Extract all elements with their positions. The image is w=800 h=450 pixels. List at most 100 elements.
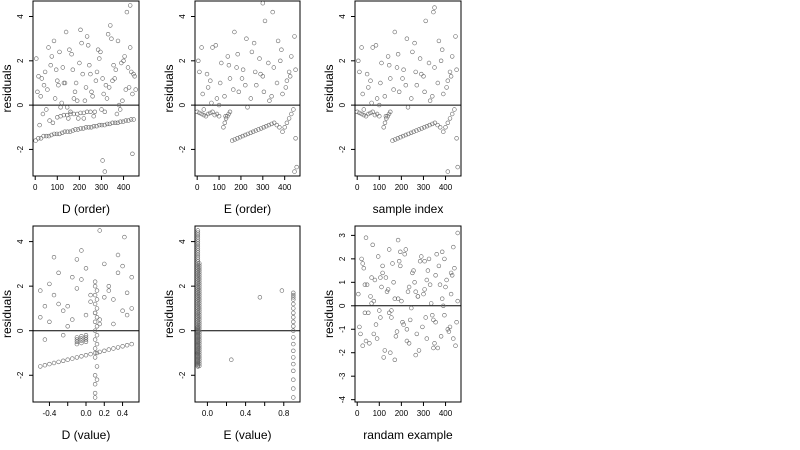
data-point xyxy=(429,301,434,306)
data-point xyxy=(94,315,100,320)
data-point xyxy=(385,287,391,292)
data-point xyxy=(286,69,292,75)
y-tick-label: 0 xyxy=(16,328,25,333)
data-point xyxy=(413,352,418,358)
data-point xyxy=(126,118,131,123)
data-point xyxy=(61,112,67,118)
data-point xyxy=(87,62,92,68)
data-point xyxy=(364,71,370,77)
data-point xyxy=(392,357,397,362)
data-point xyxy=(47,281,52,287)
data-point xyxy=(97,317,102,322)
y-axis-label: residuals xyxy=(322,290,336,338)
data-point xyxy=(401,67,406,72)
data-point xyxy=(412,40,417,46)
data-point xyxy=(391,87,396,92)
data-point xyxy=(197,321,202,326)
data-point xyxy=(71,111,77,117)
data-point xyxy=(279,47,284,52)
data-point xyxy=(412,280,417,285)
data-point xyxy=(380,270,385,276)
points xyxy=(356,230,460,362)
data-point xyxy=(116,102,122,108)
data-point xyxy=(197,319,202,324)
data-point xyxy=(128,3,133,8)
data-point xyxy=(74,257,80,262)
data-point xyxy=(92,284,98,289)
data-point xyxy=(427,98,433,103)
data-point xyxy=(102,169,108,174)
data-point xyxy=(403,82,408,88)
data-point xyxy=(195,109,200,115)
data-point xyxy=(414,128,419,133)
data-point xyxy=(124,9,130,15)
data-point xyxy=(80,71,85,77)
data-point xyxy=(214,111,220,117)
data-point xyxy=(42,304,48,309)
x-tick-label: 300 xyxy=(417,409,431,418)
data-point xyxy=(210,109,215,115)
data-point xyxy=(443,284,448,290)
data-point xyxy=(431,317,436,323)
data-point xyxy=(197,363,202,369)
data-point xyxy=(109,36,114,41)
data-point xyxy=(291,306,296,311)
data-point xyxy=(197,325,202,331)
data-point xyxy=(216,113,222,119)
data-point xyxy=(197,308,202,313)
data-point xyxy=(107,121,113,127)
data-point xyxy=(68,111,73,117)
data-point xyxy=(381,125,386,130)
data-point xyxy=(432,120,438,126)
data-point xyxy=(60,65,65,70)
data-point xyxy=(54,131,60,137)
data-point xyxy=(291,328,296,333)
data-point xyxy=(430,121,435,127)
data-point xyxy=(65,357,70,362)
data-point xyxy=(378,275,383,280)
data-point xyxy=(197,359,202,364)
data-point xyxy=(366,111,371,117)
data-point xyxy=(210,45,215,50)
panel-5: 0.0 0.4 0.8 -2 0 2 4 E (value) residuals xyxy=(162,225,301,442)
data-point xyxy=(433,320,438,325)
data-point xyxy=(288,74,293,79)
data-point xyxy=(197,285,202,291)
data-point xyxy=(71,96,77,101)
data-point xyxy=(385,54,391,59)
y-tick-label: -1 xyxy=(338,325,347,333)
data-point xyxy=(438,334,444,339)
x-tick-label: 200 xyxy=(395,409,409,418)
data-point xyxy=(85,43,91,48)
data-point xyxy=(398,135,403,140)
data-point xyxy=(51,38,57,44)
data-point xyxy=(41,133,46,139)
x-tick-label: 0 xyxy=(355,409,360,418)
data-point xyxy=(369,301,374,306)
data-point xyxy=(197,301,202,306)
data-point xyxy=(447,69,453,75)
data-point xyxy=(397,89,402,95)
data-point xyxy=(65,304,70,309)
data-point xyxy=(292,34,297,39)
x-tick-label: 300 xyxy=(95,183,109,192)
data-point xyxy=(411,268,416,273)
data-point xyxy=(405,289,411,294)
data-point xyxy=(291,348,296,353)
data-point xyxy=(239,76,245,81)
data-point xyxy=(119,60,124,66)
data-point xyxy=(291,107,296,112)
y-tick-label: 3 xyxy=(338,233,347,238)
data-point xyxy=(383,275,389,280)
data-point xyxy=(410,270,415,276)
data-point xyxy=(197,361,202,366)
data-point xyxy=(92,279,98,284)
data-point xyxy=(237,135,243,140)
data-point xyxy=(199,111,204,117)
x-axis-label: D (value) xyxy=(62,428,111,442)
data-point xyxy=(111,297,116,302)
panel-2: 0 100 200 300 400 -2 0 2 4 E (order) residuals xyxy=(162,0,301,216)
data-point xyxy=(197,288,202,293)
data-point xyxy=(395,136,400,141)
data-point xyxy=(98,49,103,55)
